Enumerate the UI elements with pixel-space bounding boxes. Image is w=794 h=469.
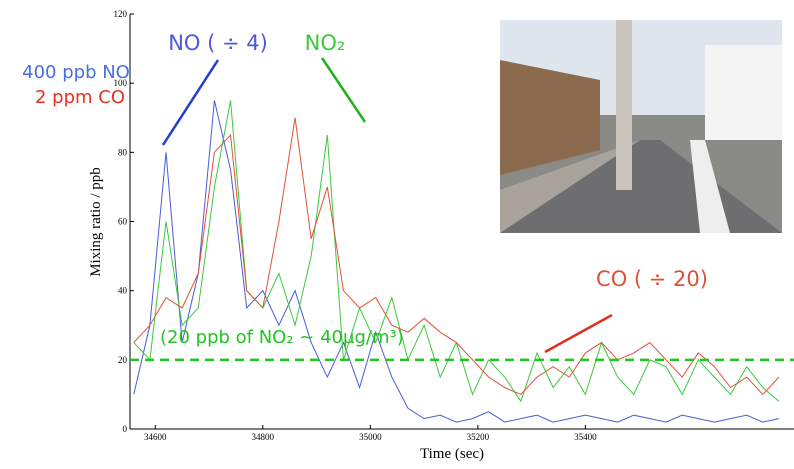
y-tick-label: 120 — [114, 9, 128, 19]
plot — [133, 100, 780, 423]
y-tick-label: 100 — [114, 78, 128, 88]
y-tick-label: 20 — [118, 355, 128, 365]
legend-label: NO₂ — [305, 31, 346, 55]
x-tick-label: 35400 — [574, 432, 597, 442]
series-line — [133, 117, 780, 396]
pointer — [544, 313, 613, 354]
y-axis-label: Mixing ratio / ppb — [88, 167, 104, 277]
photo — [500, 20, 782, 233]
series-line — [133, 100, 780, 423]
legend-label: CO ( ÷ 20) — [596, 267, 708, 291]
x-tick-label: 34800 — [252, 432, 275, 442]
y-tick-label: 0 — [123, 424, 128, 434]
annotation: 2 ppm CO — [35, 87, 125, 108]
reference-label: (20 ppb of NO₂ ~ 40µg/m³) — [160, 327, 404, 348]
y-tick-label: 40 — [118, 286, 128, 296]
x-tick-label: 35000 — [359, 432, 382, 442]
annotation: 400 ppb NO — [22, 62, 130, 83]
y-tick-label: 60 — [118, 217, 128, 227]
x-tick-label: 35200 — [467, 432, 490, 442]
legend-label: NO ( ÷ 4) — [168, 31, 268, 55]
x-axis-label: Time (sec) — [420, 446, 484, 462]
pointer — [161, 59, 220, 146]
y-tick-label: 80 — [118, 147, 128, 157]
x-tick-label: 34600 — [144, 432, 167, 442]
pointer — [320, 57, 367, 123]
